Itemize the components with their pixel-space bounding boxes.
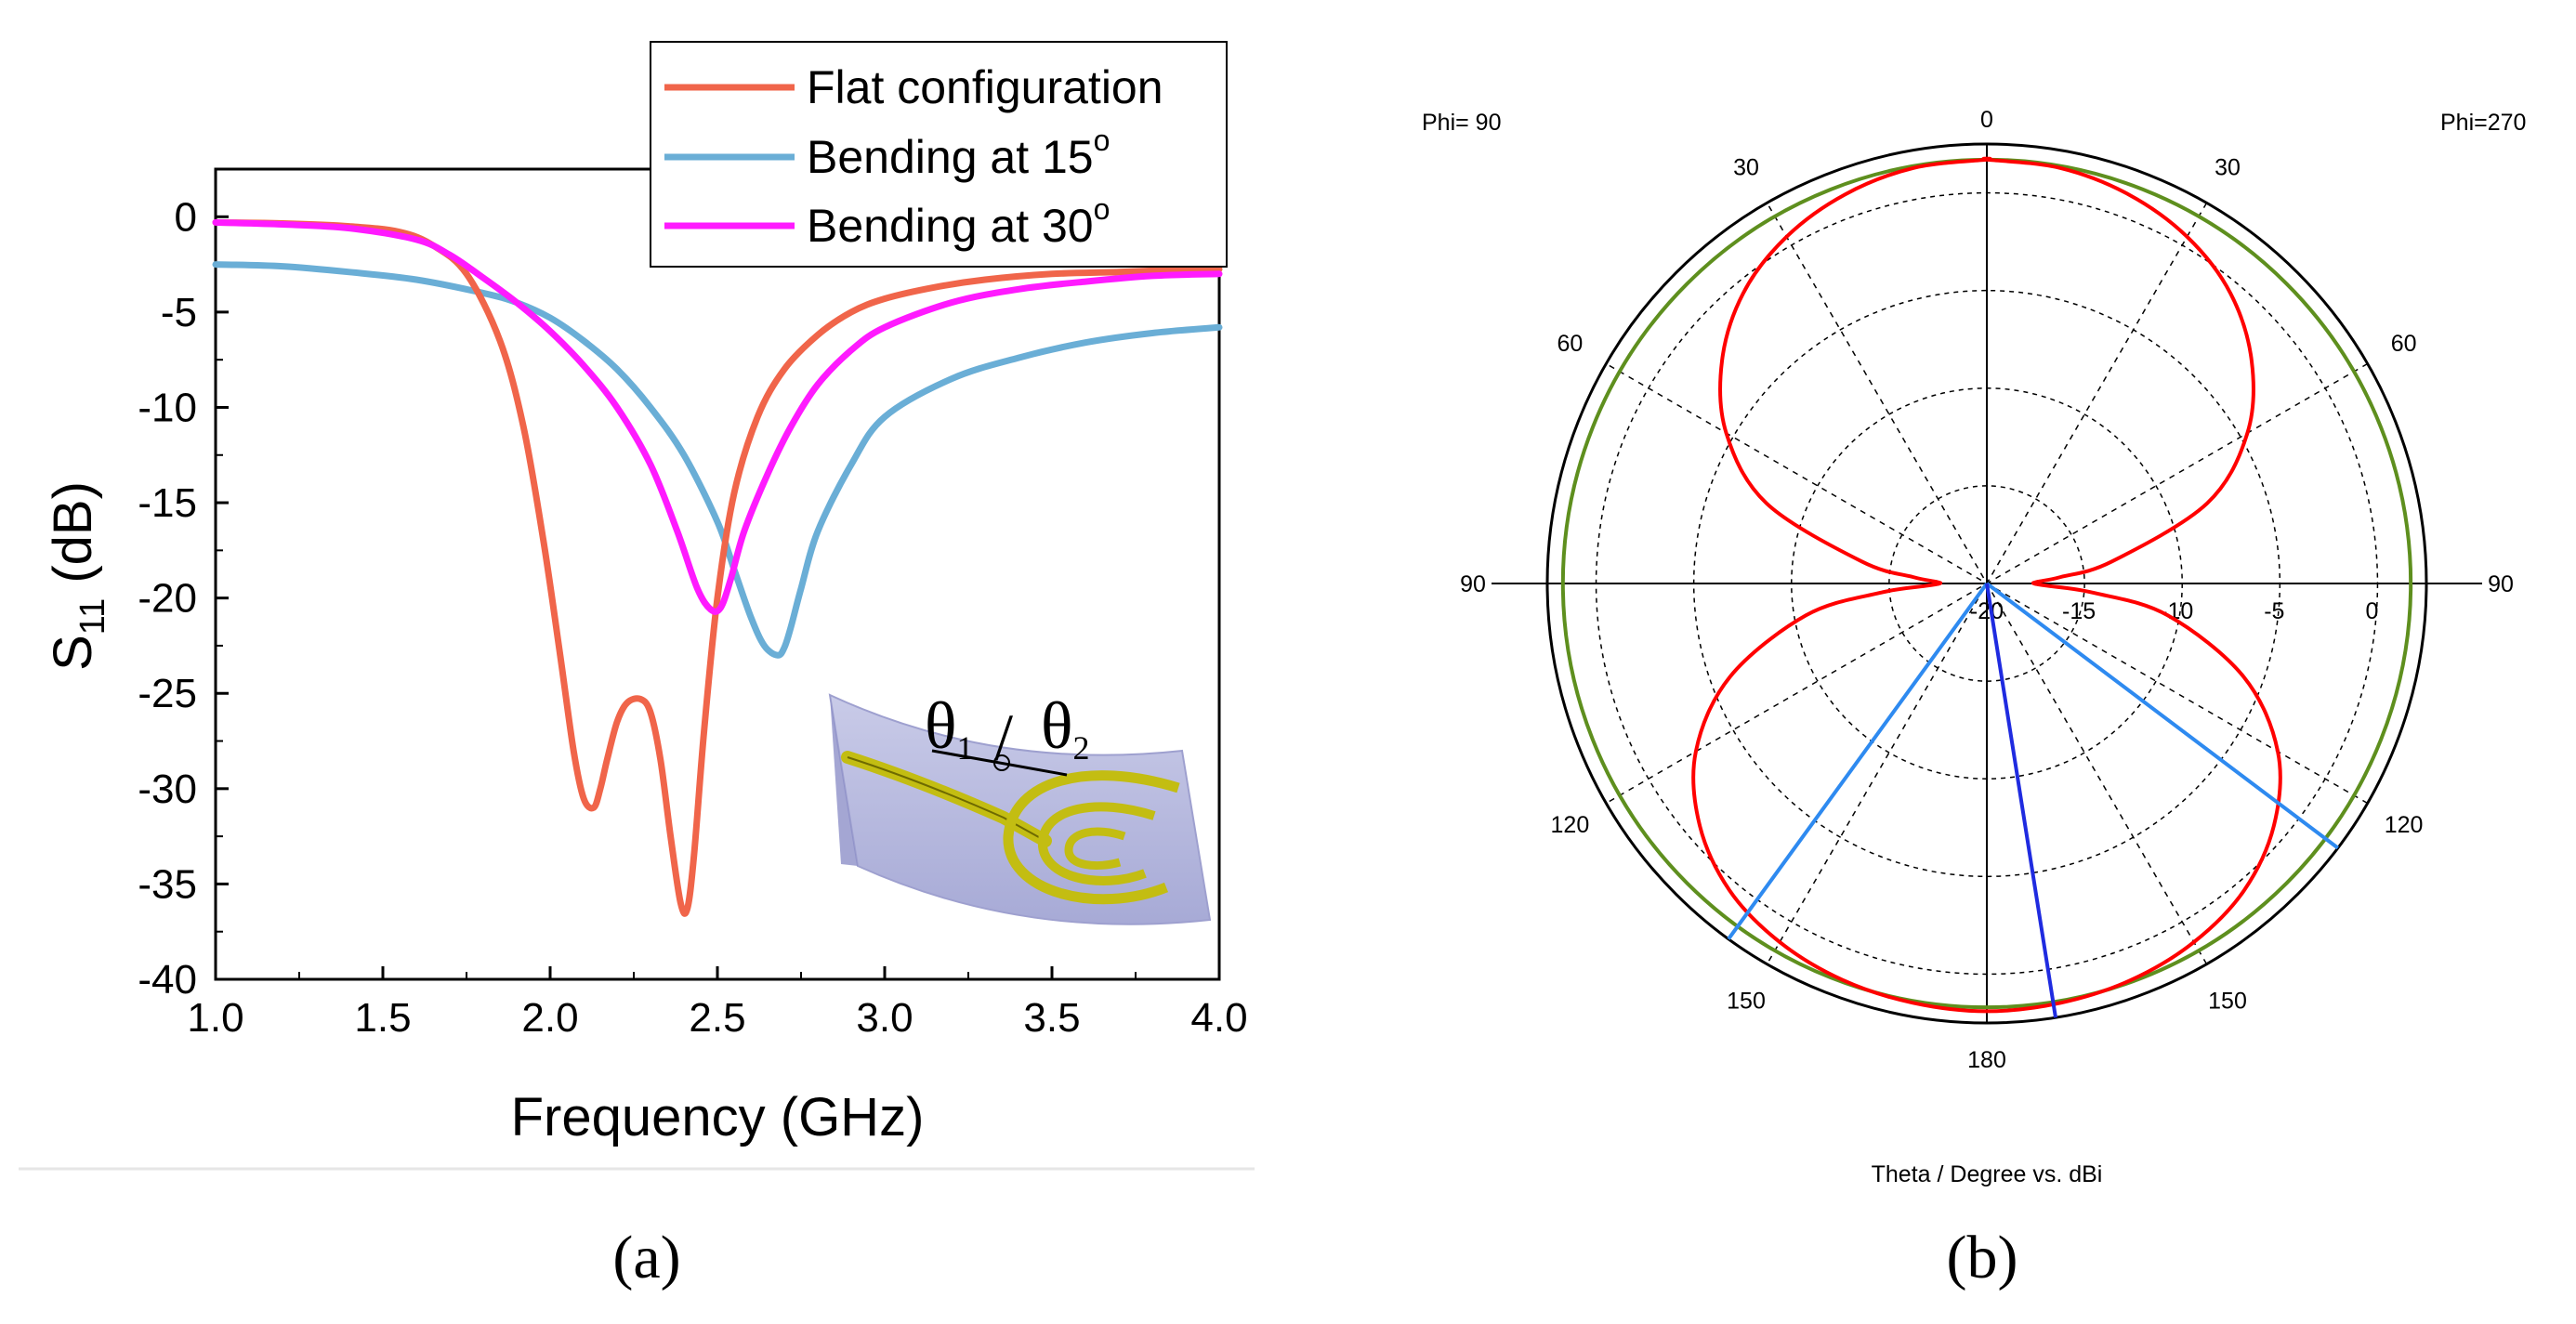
polar-angle-label: 120	[1551, 812, 1590, 838]
x-tick-label: 2.0	[521, 995, 578, 1041]
polar-angle-label: 0	[1980, 107, 1993, 133]
legend-label-bend-30: Bending at 30o	[807, 192, 1110, 252]
polar-radial-label: -5	[2264, 598, 2284, 624]
legend-label-bend-15: Bending at 15o	[807, 124, 1110, 183]
y-tick-label: -35	[138, 861, 197, 907]
polar-angle-labels: 0 30 30 60 60 90 90 120 120 150 150 180	[1460, 107, 2514, 1073]
y-axis-title: S11 (dB)	[43, 481, 112, 671]
theta-2-label: θ2	[1041, 688, 1090, 767]
antenna-ring-middle	[1037, 802, 1156, 885]
marker-left	[1727, 582, 1989, 940]
polar-grid	[1492, 142, 2482, 1025]
bent-antenna-inset: θ1 / θ2	[828, 688, 1212, 925]
polar-angle-label: 90	[1460, 571, 1486, 597]
polar-angle-label: 30	[1733, 154, 1759, 180]
polar-angle-label: 60	[2391, 331, 2417, 357]
panel-a: 1.0 1.5 2.0 2.5 3.0 3.5 4.0 0 -5 -10 -15 -20 -25 -30…	[19, 41, 1255, 1291]
polar-markers	[1727, 582, 2339, 1018]
phi-left-label: Phi= 90	[1422, 110, 1502, 136]
legend-label-flat: Flat configuration	[807, 61, 1163, 113]
y-tick-label: -15	[138, 480, 197, 526]
theta-reference-line	[931, 749, 1068, 777]
polar-angle-label: 90	[2488, 571, 2514, 597]
x-tick-label: 1.0	[187, 995, 243, 1041]
antenna-feed-outline	[847, 756, 1046, 842]
theta-separator: /	[994, 701, 1013, 775]
theta-vertex-marker	[993, 754, 1010, 771]
x-tick-label: 3.0	[856, 995, 913, 1041]
phi-right-label: Phi=270	[2440, 110, 2526, 136]
series-bending-30	[212, 218, 1223, 615]
polar-radial-label: 0	[2365, 598, 2378, 624]
polar-angle-label: 60	[1557, 331, 1583, 357]
panel-a-series	[212, 218, 1223, 917]
x-tick-label: 2.5	[689, 995, 745, 1041]
panel-b-label: (b)	[1947, 1224, 2018, 1291]
polar-angle-label: 120	[2385, 812, 2424, 838]
theta-1-label: θ1	[925, 688, 974, 767]
series-flat-configuration	[212, 218, 1223, 917]
polar-angle-label: 150	[2208, 989, 2247, 1015]
antenna-ring-outer	[1003, 770, 1180, 905]
marker-bottom	[1985, 583, 2057, 1018]
polar-angle-label: 30	[2215, 154, 2241, 180]
polar-radiation-pattern	[1691, 156, 2282, 1014]
series-bending-15	[212, 261, 1223, 659]
y-tick-label: -10	[138, 385, 197, 430]
x-axis-title: Frequency (GHz)	[511, 1087, 925, 1147]
y-tick-label: -20	[138, 576, 197, 622]
y-tick-label: -25	[138, 671, 197, 716]
x-tick-label: 1.5	[354, 995, 411, 1041]
x-tick-label: 3.5	[1023, 995, 1080, 1041]
y-tick-label: -5	[161, 290, 197, 335]
polar-series	[1560, 156, 2413, 1014]
panel-a-x-ticks: 1.0 1.5 2.0 2.5 3.0 3.5 4.0	[187, 966, 1248, 1041]
legend: Flat configuration Bending at 15o Bendin…	[650, 41, 1228, 268]
polar-angle-label: 180	[1967, 1047, 2006, 1073]
polar-angle-label: 150	[1727, 989, 1766, 1015]
polar-radial-label: -20	[1970, 598, 2004, 624]
y-tick-label: -40	[138, 957, 197, 1003]
panel-a-y-ticks: 0 -5 -10 -15 -20 -25 -30 -35 -40	[138, 194, 229, 1003]
antenna-ring-inner	[1064, 827, 1126, 871]
polar-caption: Theta / Degree vs. dBi	[1872, 1161, 2103, 1187]
polar-radial-labels: -20 -15 -10 -5 0	[1970, 598, 2378, 624]
y-tick-label: -30	[138, 767, 197, 812]
panel-a-label: (a)	[612, 1224, 680, 1291]
polar-radial-label: -15	[2062, 598, 2096, 624]
marker-right	[1985, 582, 2339, 850]
x-tick-label: 4.0	[1190, 995, 1247, 1041]
antenna-substrate-edge	[830, 695, 858, 866]
y-tick-label: 0	[175, 194, 197, 240]
